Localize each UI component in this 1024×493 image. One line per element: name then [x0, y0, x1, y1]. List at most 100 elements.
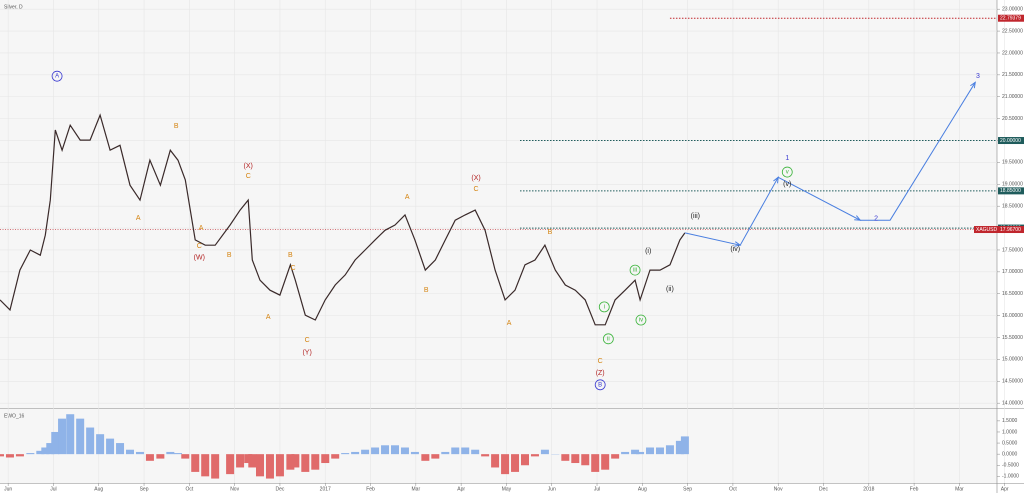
histogram-bar: [341, 453, 350, 455]
histogram-bar: [611, 454, 620, 459]
histogram-bar: [621, 451, 630, 455]
histogram-bar: [0, 454, 4, 457]
histogram-bar: [665, 445, 674, 455]
x-tick-label: Dec: [275, 486, 284, 492]
histogram-bar: [301, 454, 310, 472]
histogram-bar: [166, 451, 175, 455]
wave-label: A: [199, 225, 204, 232]
wave-label: 2: [874, 216, 878, 223]
x-tick-label: 2017: [320, 486, 331, 492]
x-tick-label: Aug: [638, 486, 647, 492]
wave-label: (ii): [666, 286, 674, 293]
x-tick-label: Apr: [457, 486, 465, 492]
level-label: 20.00000: [1000, 138, 1021, 144]
y-tick-label: 22.50000: [1002, 28, 1023, 34]
x-tick-label: Jun: [548, 486, 556, 492]
wave-label: B: [424, 287, 429, 294]
histogram-bar: [51, 431, 60, 455]
wave-label: A: [266, 314, 271, 321]
x-tick-label: Aug: [94, 486, 103, 492]
y-tick-label: 14.00000: [1002, 401, 1023, 407]
x-tick-label: Nov: [774, 486, 783, 492]
histogram-bar: [581, 454, 590, 466]
y-tick-label: 0.0000: [1002, 451, 1018, 457]
histogram-bar: [361, 449, 370, 455]
histogram-bar: [36, 450, 45, 455]
arrow-head: [854, 215, 862, 221]
wave-label: B: [288, 252, 293, 259]
histogram-bar: [236, 454, 245, 468]
x-tick-label: Feb: [366, 486, 375, 492]
histogram-bar: [291, 454, 300, 468]
y-tick-label: 19.00000: [1002, 182, 1023, 188]
y-tick-label: 16.50000: [1002, 291, 1023, 297]
histogram-bar: [520, 454, 529, 466]
wave-circle: [594, 379, 606, 391]
wave-circle: [635, 314, 647, 326]
x-tick-label: Oct: [729, 486, 737, 492]
histogram-bar: [646, 447, 655, 455]
x-tick-label: Mar: [412, 486, 421, 492]
histogram-bar: [371, 447, 380, 455]
histogram-bar: [471, 449, 480, 455]
histogram-bar: [491, 454, 500, 468]
arrow-head: [970, 81, 976, 89]
histogram-bar: [675, 440, 684, 455]
histogram-bar: [15, 454, 24, 457]
histogram-bar: [244, 454, 253, 464]
y-tick-label: -0.5000: [1002, 463, 1019, 469]
wave-label: iv: [639, 318, 643, 324]
histogram-bar: [680, 436, 689, 455]
wave-label: (X): [471, 175, 480, 182]
wave-label: v: [786, 170, 789, 176]
y-tick-label: 19.50000: [1002, 160, 1023, 166]
plot-background: [0, 0, 997, 483]
histogram-bar: [248, 454, 257, 468]
wave-label: C: [291, 265, 296, 272]
y-tick-label: 21.50000: [1002, 72, 1023, 78]
wave-label: (iv): [730, 246, 740, 253]
histogram-bar: [561, 454, 570, 461]
y-tick-label: 15.00000: [1002, 357, 1023, 363]
price-tag: [974, 226, 1024, 234]
wave-label: B: [548, 229, 553, 236]
wave-circle: [51, 70, 63, 82]
histogram-bar: [431, 454, 440, 459]
y-tick-label: -1.0000: [1002, 474, 1019, 480]
x-tick-label: 2018: [863, 486, 874, 492]
histogram-bar: [66, 414, 75, 455]
level-label: 22.79379: [1000, 16, 1021, 22]
wave-circle: [598, 301, 610, 313]
wave-label: A: [136, 215, 141, 222]
histogram-bar: [26, 453, 35, 455]
histogram-bar: [156, 454, 165, 459]
histogram-bar: [256, 454, 265, 477]
x-tick-label: Apr: [1001, 486, 1009, 492]
wave-label: (i): [645, 248, 651, 255]
histogram-bar: [390, 445, 399, 455]
y-tick-label: 17.50000: [1002, 247, 1023, 253]
y-tick-label: 16.00000: [1002, 313, 1023, 319]
x-tick-label: Sep: [683, 486, 692, 492]
x-tick-label: Mar: [955, 486, 964, 492]
x-tick-label: Sep: [140, 486, 149, 492]
histogram-bar: [461, 447, 470, 455]
x-tick-label: Feb: [910, 486, 919, 492]
wave-label: 1: [785, 155, 789, 162]
histogram-bar: [135, 451, 144, 455]
histogram-bar: [481, 454, 490, 457]
wave-circle: [629, 264, 641, 276]
wave-label: iii: [633, 268, 637, 274]
wave-label: (X): [244, 163, 253, 170]
wave-label: A: [405, 194, 410, 201]
wave-label: i: [604, 304, 605, 310]
histogram-bar: [174, 453, 183, 455]
histogram-bar: [5, 454, 14, 458]
histogram-bar: [400, 447, 409, 455]
histogram-bar: [96, 434, 105, 455]
wave-label: B: [227, 252, 232, 259]
y-tick-label: 23.00000: [1002, 7, 1023, 13]
histogram-bar: [265, 454, 274, 479]
histogram-bar: [211, 454, 220, 479]
histogram-bar: [381, 445, 390, 455]
